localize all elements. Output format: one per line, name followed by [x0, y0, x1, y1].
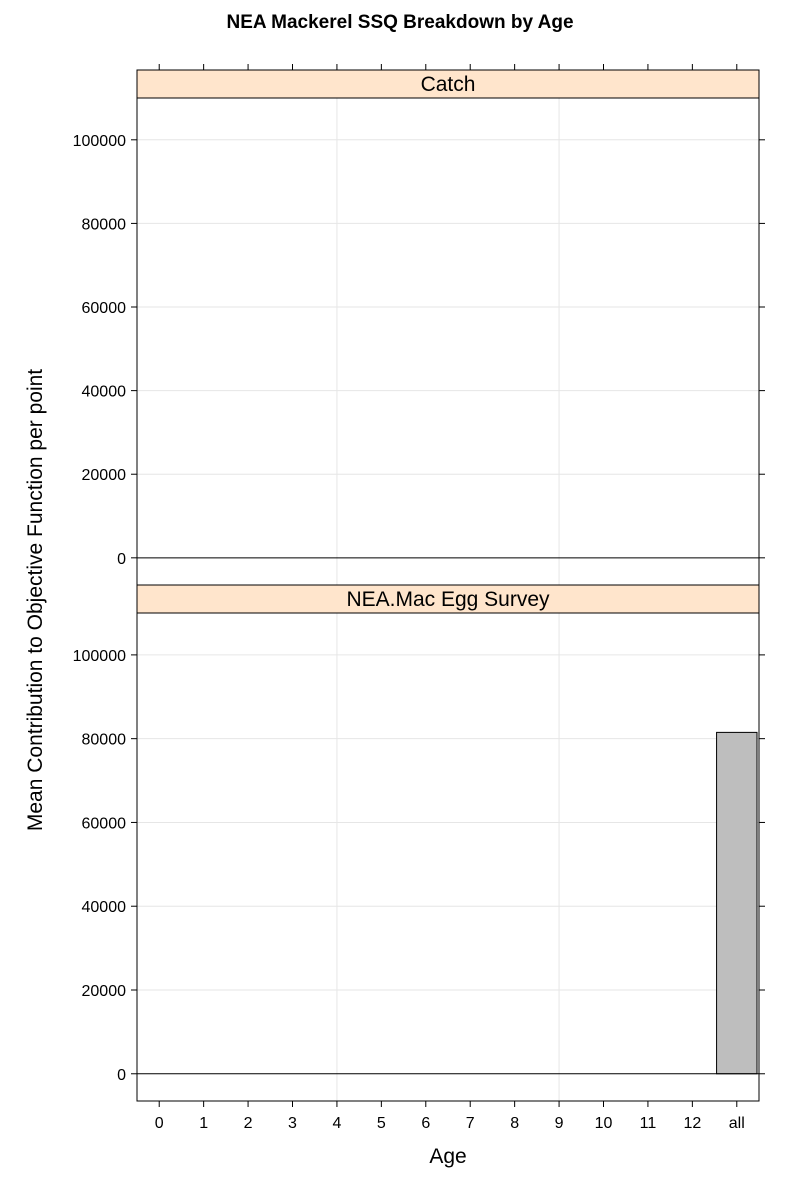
panel-1: NEA.Mac Egg Survey 0 20000 40000 60000 80000 1…: [73, 584, 765, 1102]
panel-0: Catch 0 20000 40000 60000 80000 100000: [73, 69, 765, 586]
x-tick-label: 3: [288, 1115, 297, 1132]
y-tick-label: 100000: [73, 648, 126, 665]
y-tick-label: 60000: [82, 815, 127, 832]
x-tick-label: 1: [199, 1115, 208, 1132]
y-tick-label: 0: [117, 551, 126, 568]
x-tick-label: 5: [377, 1115, 386, 1132]
x-axis-label: Age: [429, 1145, 466, 1168]
panel-strip-label: NEA.Mac Egg Survey: [346, 588, 550, 611]
x-tick-label: 9: [555, 1115, 564, 1132]
x-tick-label: 8: [510, 1115, 519, 1132]
x-tick-label: 4: [332, 1115, 341, 1132]
x-tick-label: 0: [155, 1115, 164, 1132]
y-tick-label: 20000: [82, 983, 127, 1000]
y-tick-label: 60000: [82, 300, 127, 317]
bar: [716, 731, 758, 1075]
panel-frame: [136, 69, 760, 586]
y-tick-label: 40000: [82, 384, 127, 401]
y-tick-label: 80000: [82, 216, 127, 233]
x-tick-label: 10: [595, 1115, 613, 1132]
x-tick-label: 7: [466, 1115, 475, 1132]
y-tick-label: 40000: [82, 899, 127, 916]
y-tick-label: 80000: [82, 732, 127, 749]
y-tick-label: 100000: [73, 133, 126, 150]
y-tick-label: 20000: [82, 467, 127, 484]
y-tick-label: 0: [117, 1067, 126, 1084]
x-axis: 0 1 2 3 4 5 6 7 8 9 10 11 12 all: [155, 64, 745, 1132]
panels: Catch020000400006000080000100000NEA.Mac …: [73, 64, 765, 1132]
x-tick-label: 12: [683, 1115, 701, 1132]
chart-title: NEA Mackerel SSQ Breakdown by Age: [226, 12, 573, 33]
panel-strip: [136, 69, 760, 99]
panel-frame: [136, 584, 760, 1102]
panel-strip-label: Catch: [421, 73, 476, 96]
x-tick-label: all: [729, 1115, 745, 1132]
x-tick-label: 11: [640, 1115, 657, 1132]
x-tick-label: 2: [244, 1115, 253, 1132]
x-tick-label: 6: [421, 1115, 430, 1132]
y-axis-label: Mean Contribution to Objective Function …: [24, 369, 47, 831]
